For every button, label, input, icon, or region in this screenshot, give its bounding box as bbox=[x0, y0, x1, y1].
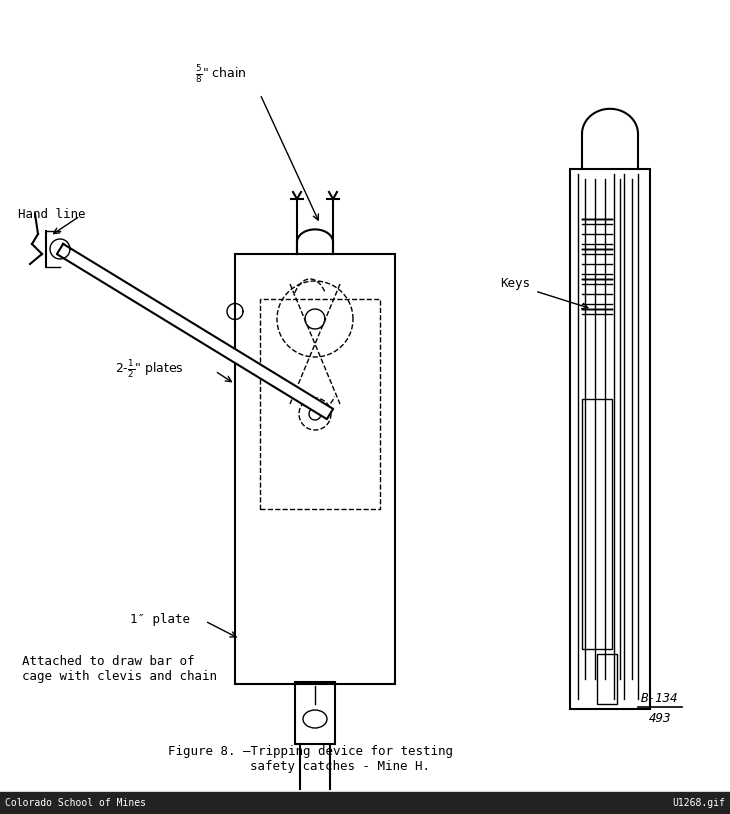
Text: Keys: Keys bbox=[500, 278, 530, 291]
Bar bbox=[597, 654, 617, 704]
Bar bbox=[260, 299, 380, 509]
Text: 1″ plate: 1″ plate bbox=[130, 612, 190, 625]
Bar bbox=[582, 399, 612, 649]
Text: 2-$\frac{1}{2}$" plates: 2-$\frac{1}{2}$" plates bbox=[115, 358, 184, 380]
Bar bbox=[570, 169, 650, 709]
Bar bbox=[235, 254, 395, 684]
Bar bbox=[295, 682, 335, 744]
Polygon shape bbox=[57, 244, 333, 419]
Text: Figure 8. —Tripping device for testing
        safety catches - Mine H.: Figure 8. —Tripping device for testing s… bbox=[167, 745, 453, 773]
Text: 493: 493 bbox=[649, 712, 672, 725]
Text: B-134: B-134 bbox=[641, 693, 679, 706]
Text: U1268.gif: U1268.gif bbox=[672, 798, 725, 808]
Text: Colorado School of Mines: Colorado School of Mines bbox=[5, 798, 146, 808]
Bar bbox=[0, 792, 730, 814]
Text: Hand line: Hand line bbox=[18, 208, 85, 221]
Text: Attached to draw bar of
cage with clevis and chain: Attached to draw bar of cage with clevis… bbox=[22, 655, 217, 683]
Text: $\frac{5}{8}$" chain: $\frac{5}{8}$" chain bbox=[195, 63, 247, 85]
